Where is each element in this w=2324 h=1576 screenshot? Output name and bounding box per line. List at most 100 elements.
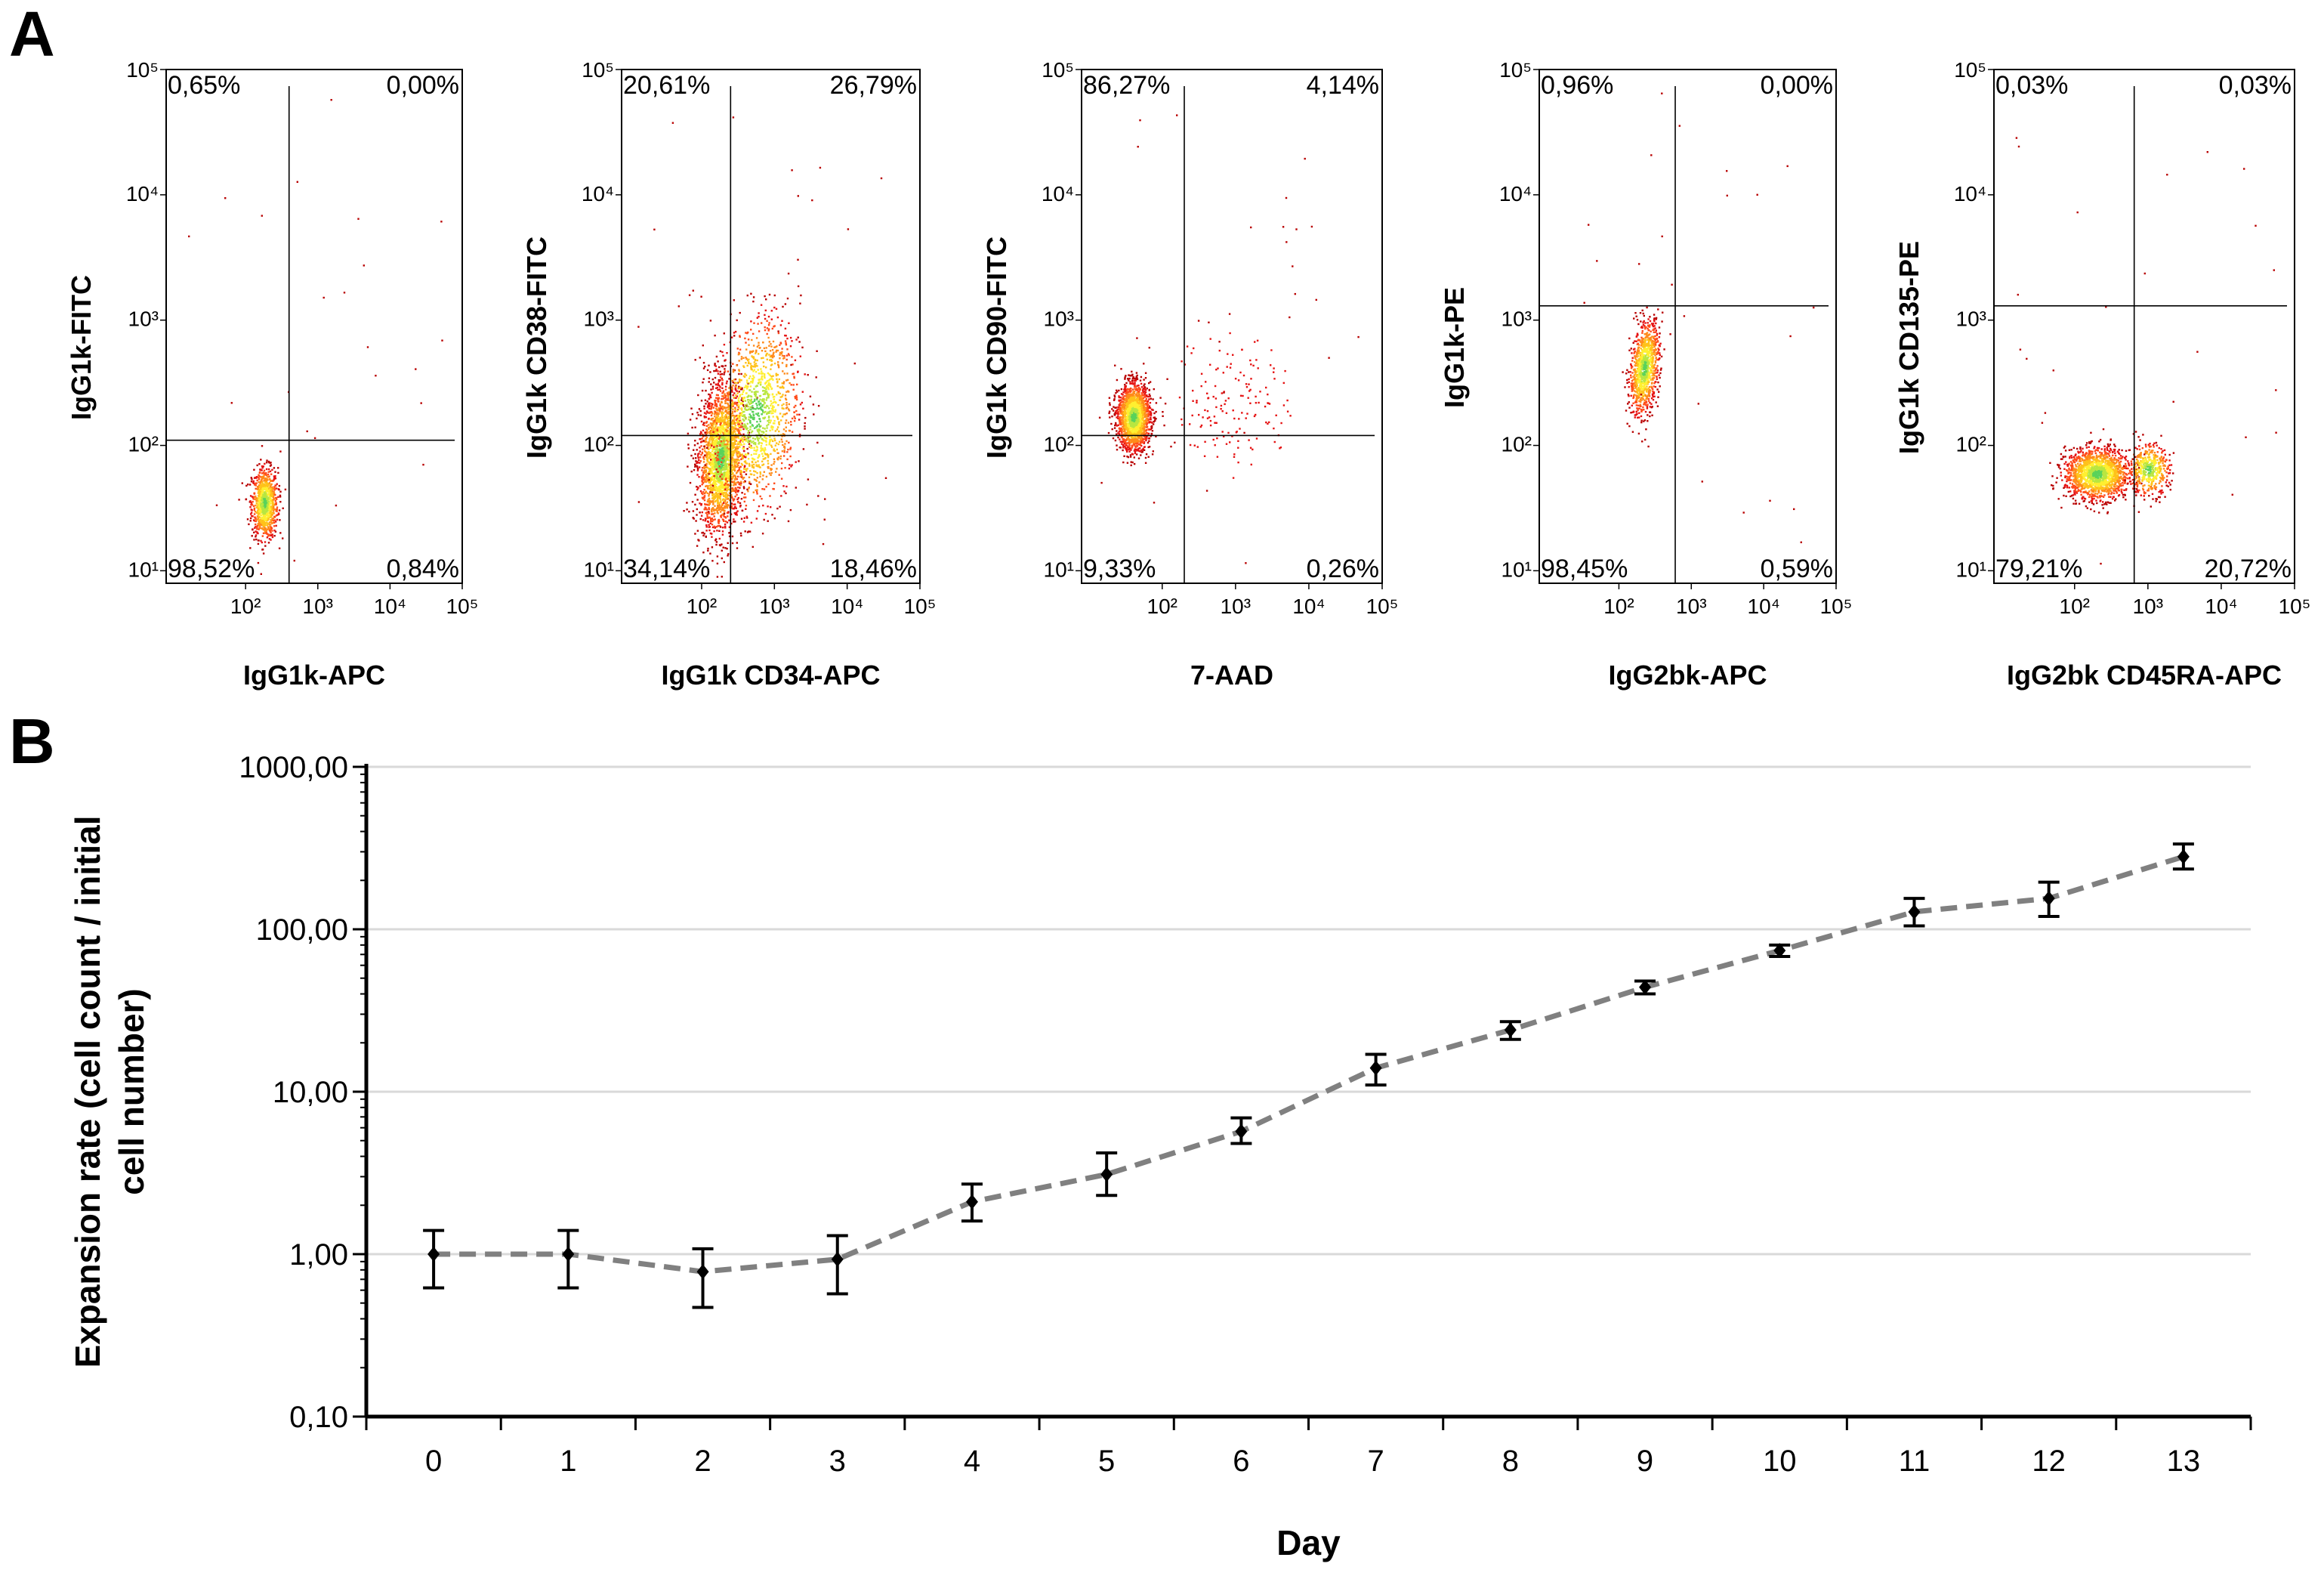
event-dot — [252, 515, 254, 518]
event-dot — [710, 388, 712, 391]
event-dot — [725, 474, 727, 477]
event-dot — [776, 416, 779, 419]
y-axis-title: IgG1k-FITC — [66, 275, 97, 420]
event-dot — [271, 513, 273, 516]
event-dot — [272, 504, 274, 507]
event-dot — [758, 312, 760, 314]
event-dot — [767, 456, 770, 459]
event-dot — [764, 350, 767, 353]
event-dot — [696, 411, 699, 414]
event-dot — [707, 441, 709, 443]
event-dot — [714, 454, 717, 456]
event-dot — [722, 474, 724, 477]
event-dot — [719, 350, 722, 353]
event-dot — [736, 453, 738, 456]
event-dot — [708, 444, 710, 447]
event-dot — [1143, 391, 1145, 394]
event-dot — [765, 298, 767, 301]
outlier-dot — [363, 264, 365, 267]
event-dot — [770, 506, 772, 508]
event-dot — [739, 453, 741, 456]
event-dot — [724, 453, 726, 456]
event-dot — [736, 472, 738, 474]
event-dot — [253, 539, 255, 541]
event-dot — [711, 526, 714, 529]
event-dot — [724, 489, 726, 492]
event-dot — [785, 426, 787, 428]
event-dot — [750, 398, 752, 400]
event-dot — [795, 397, 798, 399]
event-dot — [714, 453, 717, 455]
event-dot — [270, 534, 272, 536]
event-dot — [706, 406, 709, 408]
event-dot — [752, 418, 755, 420]
event-dot — [723, 495, 725, 497]
event-dot — [708, 507, 710, 509]
x-tick-label: 10³ — [303, 595, 333, 618]
event-dot — [714, 473, 716, 475]
event-dot — [713, 440, 715, 442]
event-dot — [708, 405, 711, 407]
x-tick-label: 10² — [687, 595, 717, 618]
event-dot — [816, 441, 819, 444]
event-dot — [268, 524, 270, 526]
event-dot — [721, 468, 724, 471]
event-dot — [753, 418, 755, 421]
event-dot — [769, 374, 772, 377]
event-dot — [705, 436, 708, 439]
event-dot — [742, 435, 745, 437]
event-dot — [774, 444, 776, 447]
event-dot — [715, 463, 718, 465]
event-dot — [758, 428, 761, 431]
event-dot — [745, 438, 748, 440]
event-dot — [1124, 439, 1126, 441]
event-dot — [770, 343, 772, 345]
event-dot — [255, 477, 258, 479]
event-dot — [714, 404, 716, 406]
plot-frame — [1081, 69, 1383, 584]
event-dot — [751, 460, 754, 463]
event-dot — [727, 430, 730, 432]
event-dot — [762, 403, 765, 406]
event-dot — [746, 468, 748, 470]
event-dots — [1098, 114, 1360, 564]
event-dot — [732, 405, 734, 408]
event-dot — [743, 465, 746, 468]
event-dot — [739, 475, 742, 478]
outlier-dot — [366, 346, 369, 348]
event-dot — [696, 545, 699, 547]
event-dot — [734, 482, 736, 484]
event-dot — [780, 477, 783, 480]
event-dot — [255, 484, 257, 487]
event-dot — [715, 436, 718, 438]
event-dot — [261, 488, 263, 490]
event-dot — [739, 469, 742, 472]
event-dot — [753, 447, 755, 449]
event-dot — [1133, 379, 1136, 382]
event-dot — [747, 331, 749, 334]
event-dot — [252, 496, 255, 498]
event-dot — [1151, 430, 1154, 432]
event-dot — [714, 365, 717, 367]
outlier-dot — [261, 215, 263, 217]
event-dot — [773, 406, 775, 408]
event-dot — [271, 480, 273, 482]
event-dot — [735, 458, 737, 461]
event-dot — [1130, 382, 1132, 385]
event-dot — [745, 428, 748, 430]
event-dot — [750, 431, 753, 434]
event-dot — [788, 467, 791, 470]
event-dot — [258, 497, 261, 499]
event-dot — [716, 562, 719, 565]
event-dot — [699, 409, 702, 413]
event-dot — [718, 388, 721, 391]
event-dot — [1162, 415, 1164, 417]
event-dot — [705, 503, 707, 506]
event-dot — [721, 428, 724, 431]
event-dot — [714, 508, 716, 511]
event-dot — [726, 406, 728, 409]
event-dot — [732, 426, 734, 428]
event-dot — [790, 424, 792, 426]
event-dot — [270, 531, 272, 534]
event-dot — [781, 320, 783, 322]
